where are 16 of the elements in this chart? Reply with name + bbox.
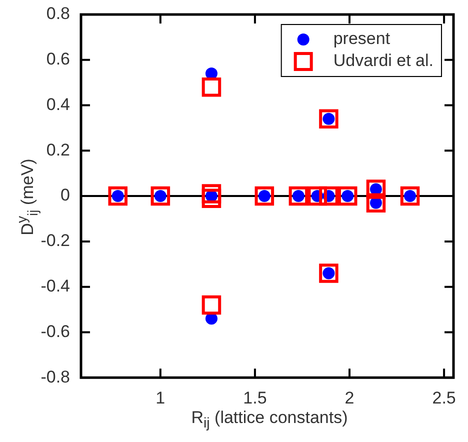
x-axis-title: R$_{ij}$ (lattice constants) <box>190 408 349 432</box>
x-tick-label: 1.5 <box>243 388 267 408</box>
y-tick-label: 0 <box>60 186 70 205</box>
legend-label: present <box>333 29 390 48</box>
x-tick-label: 2.5 <box>432 388 456 408</box>
y-tick-label: 0.4 <box>46 94 70 114</box>
y-tick-label: 0.2 <box>46 140 70 160</box>
y-tick-label: 0.6 <box>46 50 70 69</box>
x-tick-label: 2 <box>344 388 354 408</box>
y-tick-label: -0.6 <box>40 322 70 341</box>
legend-label: Udvardi et al. <box>333 51 434 70</box>
y-tick-label: -0.8 <box>40 367 70 386</box>
y-tick-label: -0.2 <box>40 231 70 250</box>
x-tick-label: 1 <box>156 388 166 408</box>
y-tick-label: -0.4 <box>40 276 70 296</box>
y-tick-label: 0.8 <box>46 4 70 24</box>
